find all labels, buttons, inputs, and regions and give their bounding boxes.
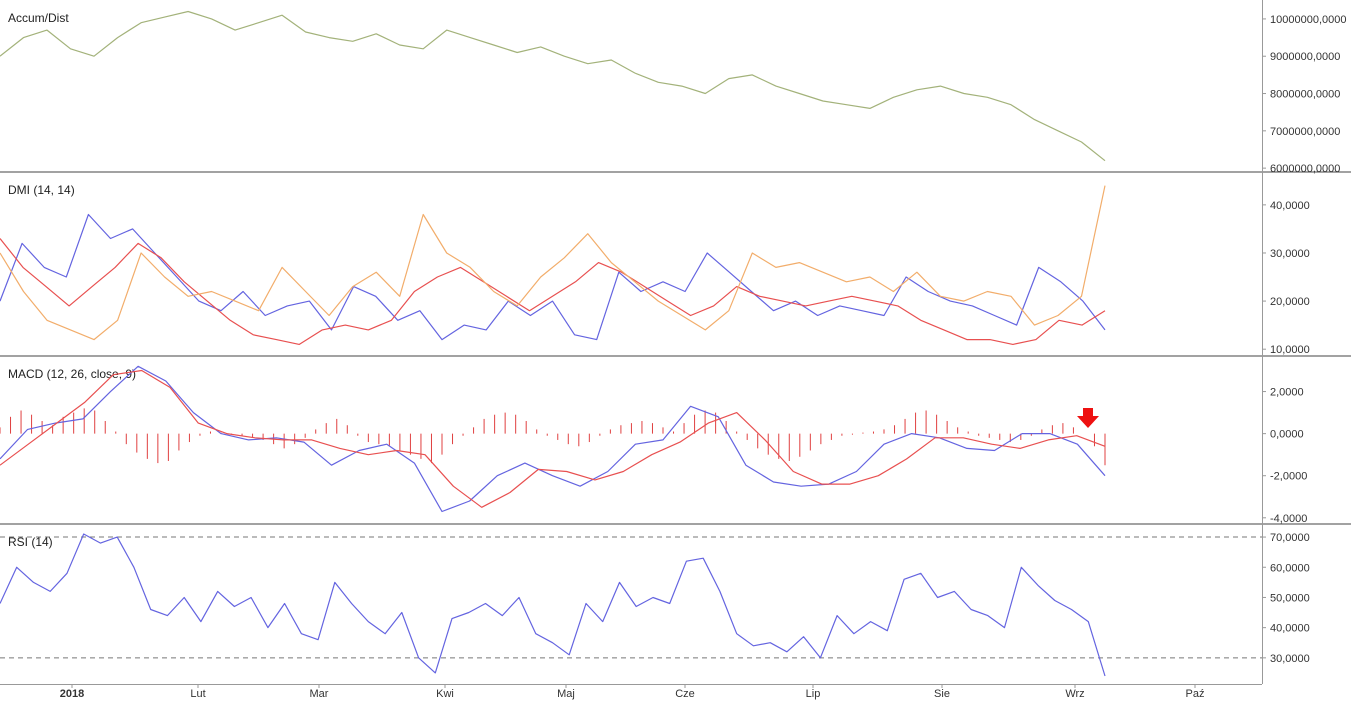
macd-title: MACD (12, 26, close, 9): [8, 367, 136, 381]
x-tick-label: 2018: [60, 688, 84, 700]
x-tick-label: Mar: [310, 688, 329, 700]
accum-dist-y-axis: 10000000,0000 9000000,0000 8000000,0000 700…: [1262, 14, 1346, 175]
y-tick-label: 9000000,0000: [1270, 51, 1340, 63]
y-tick-label: 30,0000: [1270, 248, 1310, 260]
x-tick-label: Kwi: [436, 688, 454, 700]
y-tick-label: 10,0000: [1270, 344, 1310, 356]
y-tick-label: 8000000,0000: [1270, 89, 1340, 101]
y-tick-label: 50,0000: [1270, 592, 1310, 604]
rsi-y-axis: 70,0000 60,0000 50,0000 40,0000 30,0000: [1262, 532, 1310, 665]
y-tick-label: 20,0000: [1270, 296, 1310, 308]
x-tick-label: Maj: [557, 688, 575, 700]
y-tick-label: 0,0000: [1270, 429, 1304, 441]
series-line-red: [0, 238, 1106, 345]
series-line-blue: [0, 365, 1106, 513]
macd-y-axis: 2,0000 0,0000 -2,0000 -4,0000: [1262, 387, 1307, 525]
series-line-orange: [0, 185, 1106, 341]
rsi-series: [0, 533, 1106, 677]
series-line-blue: [0, 533, 1106, 677]
y-tick-label: 6000000,0000: [1270, 163, 1340, 175]
macd-histogram: [0, 408, 1106, 466]
x-tick-label: Lut: [190, 688, 205, 700]
x-tick-label: Lip: [806, 688, 821, 700]
y-tick-label: 40,0000: [1270, 200, 1310, 212]
x-axis: 2018 Lut Mar Kwi Maj Cze Lip Sie Wrz Paź: [60, 684, 1205, 700]
rsi-panel: RSI (14) 70,0000 60,0000 50,0000 40,0000 30,…: [0, 532, 1310, 677]
accum-dist-series: [0, 10, 1106, 162]
dmi-panel: DMI (14, 14) 40,0000 30,0000 20,0000 10,000…: [0, 183, 1310, 356]
y-tick-label: 30,0000: [1270, 653, 1310, 665]
series-line-red: [0, 369, 1106, 508]
sell-arrow-icon: [1077, 408, 1099, 428]
x-tick-label: Cze: [675, 688, 695, 700]
y-tick-label: 60,0000: [1270, 562, 1310, 574]
series-line-accum: [0, 10, 1106, 162]
dmi-title: DMI (14, 14): [8, 183, 75, 197]
x-tick-label: Wrz: [1065, 688, 1084, 700]
x-tick-label: Sie: [934, 688, 950, 700]
macd-series: [0, 365, 1106, 513]
rsi-title: RSI (14): [8, 535, 53, 549]
accum-dist-title: Accum/Dist: [8, 11, 69, 25]
x-tick-label: Paź: [1186, 688, 1205, 700]
y-tick-label: 2,0000: [1270, 387, 1304, 399]
y-tick-label: -2,0000: [1270, 471, 1307, 483]
rsi-threshold-lines: [0, 536, 1262, 659]
series-line-blue: [0, 213, 1106, 341]
y-tick-label: 10000000,0000: [1270, 14, 1346, 26]
y-tick-label: 70,0000: [1270, 532, 1310, 544]
accum-dist-panel: Accum/Dist 10000000,0000 9000000,0000 8000…: [0, 10, 1346, 175]
dmi-series: [0, 185, 1106, 345]
dmi-y-axis: 40,0000 30,0000 20,0000 10,0000: [1262, 200, 1310, 356]
y-tick-label: 7000000,0000: [1270, 126, 1340, 138]
y-tick-label: 40,0000: [1270, 623, 1310, 635]
macd-panel: MACD (12, 26, close, 9) 2,0000 0,0000 -2,0…: [0, 365, 1307, 525]
y-tick-label: -4,0000: [1270, 513, 1307, 525]
